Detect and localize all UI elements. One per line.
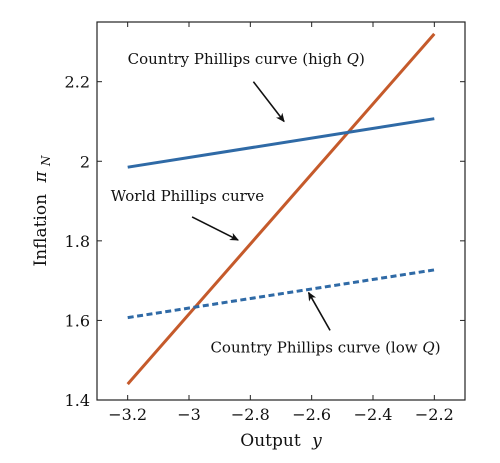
x-axis-title-text: Output: [240, 431, 301, 451]
annotation-arrow-low_q: [307, 291, 331, 331]
x-tick-label: −2.4: [354, 405, 393, 424]
annotation-arrow-world: [191, 216, 239, 241]
annotation-var: Q: [422, 338, 434, 356]
x-tick-label: −2.6: [292, 405, 331, 424]
chart-ticks: −3.2 −3 −2.8 −2.6 −2.4 −2.2 1.4 1.6 1.8 2 2.2: [65, 22, 465, 424]
x-tick-label: −2.2: [415, 405, 454, 424]
x-axis-title-var: y: [311, 431, 322, 451]
annotation-arrow-high_q: [252, 81, 285, 123]
x-tick-label: −3.2: [108, 405, 147, 424]
y-tick-label: 1.6: [65, 311, 90, 330]
annotation-text: Country Phillips curve (high: [128, 50, 347, 68]
y-tick-label: 1.4: [65, 391, 90, 410]
annotation-close: ): [435, 338, 441, 356]
x-tick-label: −3: [177, 405, 201, 424]
x-axis-title: Output y: [240, 431, 322, 451]
chart-marks: [126, 32, 436, 386]
series-line-world: [126, 32, 436, 386]
y-axis-title-text: Inflation: [31, 194, 51, 267]
chart-annotations: Country Phillips curve (high Q) World Phi…: [111, 50, 441, 356]
plot-frame: [96, 21, 466, 401]
annotation-close: ): [359, 50, 365, 68]
annotation-var: Q: [347, 50, 359, 68]
annotation-low_q: Country Phillips curve (low Q): [210, 338, 440, 356]
y-axis-title: Inflation π N: [31, 155, 53, 267]
series-line-high_q: [127, 117, 435, 169]
annotation-text: World Phillips curve: [111, 187, 264, 205]
annotation-world: World Phillips curve: [111, 187, 264, 205]
x-tick-label: −2.8: [231, 405, 270, 424]
series-line-low_q: [127, 268, 435, 320]
y-tick-label: 2.2: [65, 73, 90, 92]
y-tick-label: 2: [80, 152, 90, 171]
y-tick-label: 1.8: [65, 232, 90, 251]
annotation-text: Country Phillips curve (low: [210, 338, 422, 356]
y-axis-title-sub: N: [39, 155, 53, 167]
y-axis-title-var: π: [31, 171, 51, 184]
annotation-high_q: Country Phillips curve (high Q): [128, 50, 365, 68]
